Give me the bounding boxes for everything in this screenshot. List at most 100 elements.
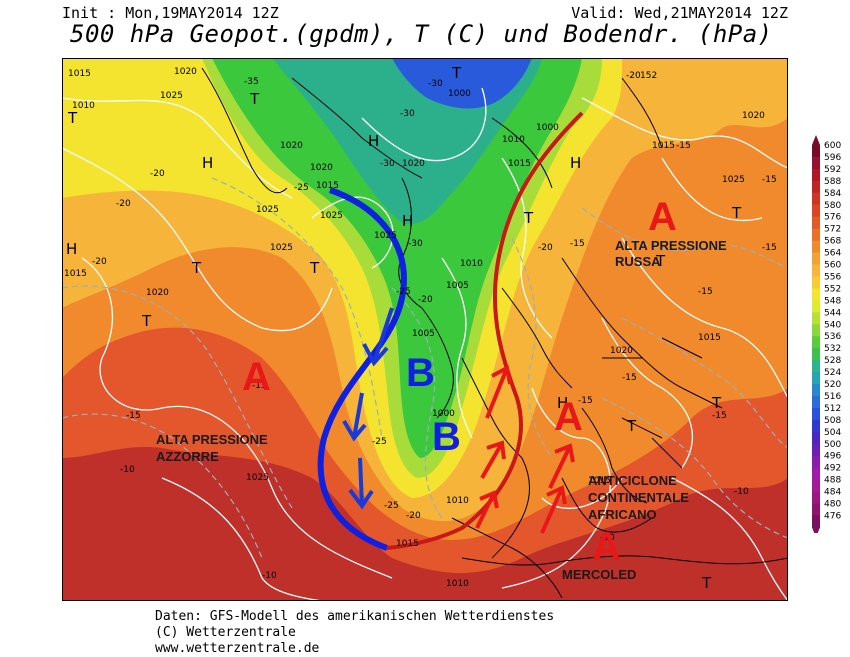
scale-band: [812, 431, 820, 445]
high-africa-letter: A: [592, 525, 621, 569]
isobar-label: 1020: [310, 163, 333, 173]
temp-label: -30: [380, 159, 395, 169]
scale-tick-label: 492: [824, 464, 841, 474]
scale-band: [812, 216, 820, 230]
symbol-t: T: [309, 259, 320, 277]
isobar-label: 1015: [64, 269, 87, 279]
isobar-label: 1025: [374, 231, 397, 241]
scale-band: [812, 204, 820, 218]
scale-tick-label: 552: [824, 284, 841, 294]
temp-label: -25: [294, 183, 309, 193]
isobar-label: 1015: [652, 141, 675, 151]
temperature-labels: -35 -30 -30 -30 -25 -30 -20 -20 -20 -25 …: [92, 71, 777, 581]
scale-tick-label: 484: [824, 488, 841, 498]
scale-tick-label: 528: [824, 356, 841, 366]
scale-bottom-cap: [812, 527, 820, 533]
valid-time: Valid: Wed,21MAY2014 12Z: [571, 4, 788, 22]
high-russia-letter: A: [648, 195, 677, 239]
high-azores-letter: A: [242, 355, 271, 399]
scale-band: [812, 252, 820, 265]
high-azores-label: AZZORRE: [156, 449, 219, 464]
scale-band: [812, 515, 820, 528]
symbol-h: H: [66, 240, 77, 258]
temperature-lines: [62, 177, 788, 559]
scale-tick-label: 520: [824, 380, 841, 390]
isobar-label: 1025: [722, 175, 745, 185]
isobar-label: 1000: [448, 89, 471, 99]
scale-tick-label: 596: [824, 153, 841, 163]
cold-flow-arrows: [342, 307, 394, 510]
temp-label: -30: [408, 239, 423, 249]
band-green: [212, 58, 582, 458]
high-russia-label: ALTA PRESSIONE: [615, 238, 727, 253]
map-frame: [62, 58, 788, 601]
scale-tick-label: 524: [824, 368, 841, 378]
symbol-t: T: [701, 574, 712, 592]
scale-tick-label: 568: [824, 237, 841, 247]
ridge-line: [386, 111, 584, 550]
scale-tick-label: 580: [824, 201, 841, 211]
isobar-label: 1015: [508, 159, 531, 169]
scale-band: [812, 384, 820, 397]
symbol-h: H: [557, 394, 568, 412]
scale-tick-label: 488: [824, 476, 841, 486]
symbol-t: T: [626, 417, 637, 435]
temp-label: -10: [734, 487, 749, 497]
scale-band: [812, 264, 820, 277]
scale-band: [812, 395, 820, 409]
scale-band: [812, 300, 820, 313]
scale-band: [812, 372, 820, 385]
trough-line: [317, 187, 407, 551]
scale-tick-label: 584: [824, 189, 841, 199]
temp-label: -15: [762, 175, 777, 185]
isobar-label: 1010: [446, 496, 469, 506]
symbol-t: T: [249, 90, 260, 108]
isobar-label: 1005: [446, 281, 469, 291]
scale-band: [812, 324, 820, 337]
temp-label: -20: [150, 169, 165, 179]
isobar-label: 1020: [402, 159, 425, 169]
high-russia-label: RUSSA: [615, 254, 661, 269]
scale-tick-label: 504: [824, 428, 841, 438]
scale-tick-label: 576: [824, 213, 841, 223]
scale-band: [812, 503, 820, 516]
footer-copyright: (C) Wetterzentrale: [155, 625, 296, 640]
scale-tick-label: 480: [824, 500, 841, 510]
temp-label: -15: [712, 411, 727, 421]
scale-tick-label: 516: [824, 392, 841, 402]
scale-tick-label: 536: [824, 332, 841, 342]
scale-band: [812, 407, 820, 421]
temp-label: -35: [244, 77, 259, 87]
scale-band: [812, 276, 820, 289]
temp-label: -10: [600, 533, 615, 543]
temp-label: -20: [116, 199, 131, 209]
temp-label: -15: [622, 373, 637, 383]
high-africa-label: CONTINENTALE: [588, 490, 689, 505]
isobar-label: 1000: [536, 123, 559, 133]
footer-source: Daten: GFS-Modell des amerikanischen Wet…: [155, 609, 555, 624]
scale-tick-label: 532: [824, 344, 841, 354]
high-africa-letter: A: [554, 395, 583, 439]
scale-tick-label: 572: [824, 225, 841, 235]
weather-map: T H H H H T T T T T H T H T T T T T 1015…: [62, 58, 788, 601]
temp-label: -15: [252, 381, 267, 391]
scale-tick-label: 592: [824, 165, 841, 175]
temp-label: -15: [578, 396, 593, 406]
scale-band: [812, 348, 820, 361]
isobar-labels: 1015 1020 1025 1010 1020 1020 1015 1025 …: [64, 67, 765, 589]
scale-tick-label: 500: [824, 440, 841, 450]
isobars: [62, 87, 788, 601]
isobar-label: 1020: [280, 141, 303, 151]
scale-band: [812, 479, 820, 493]
scale-band: [812, 192, 820, 206]
footer-url[interactable]: www.wetterzentrale.de: [155, 641, 320, 656]
isobar-label: 1010: [446, 579, 469, 589]
isobar-label: 1010: [502, 135, 525, 145]
scale-tick-label: 560: [824, 261, 841, 271]
symbol-t: T: [451, 64, 462, 82]
scale-band: [812, 168, 820, 182]
temp-label: -15: [126, 411, 141, 421]
pressure-symbols: T H H H H T T T T T H T H T T T T T: [66, 64, 742, 592]
isobar-label: 1005: [412, 329, 435, 339]
